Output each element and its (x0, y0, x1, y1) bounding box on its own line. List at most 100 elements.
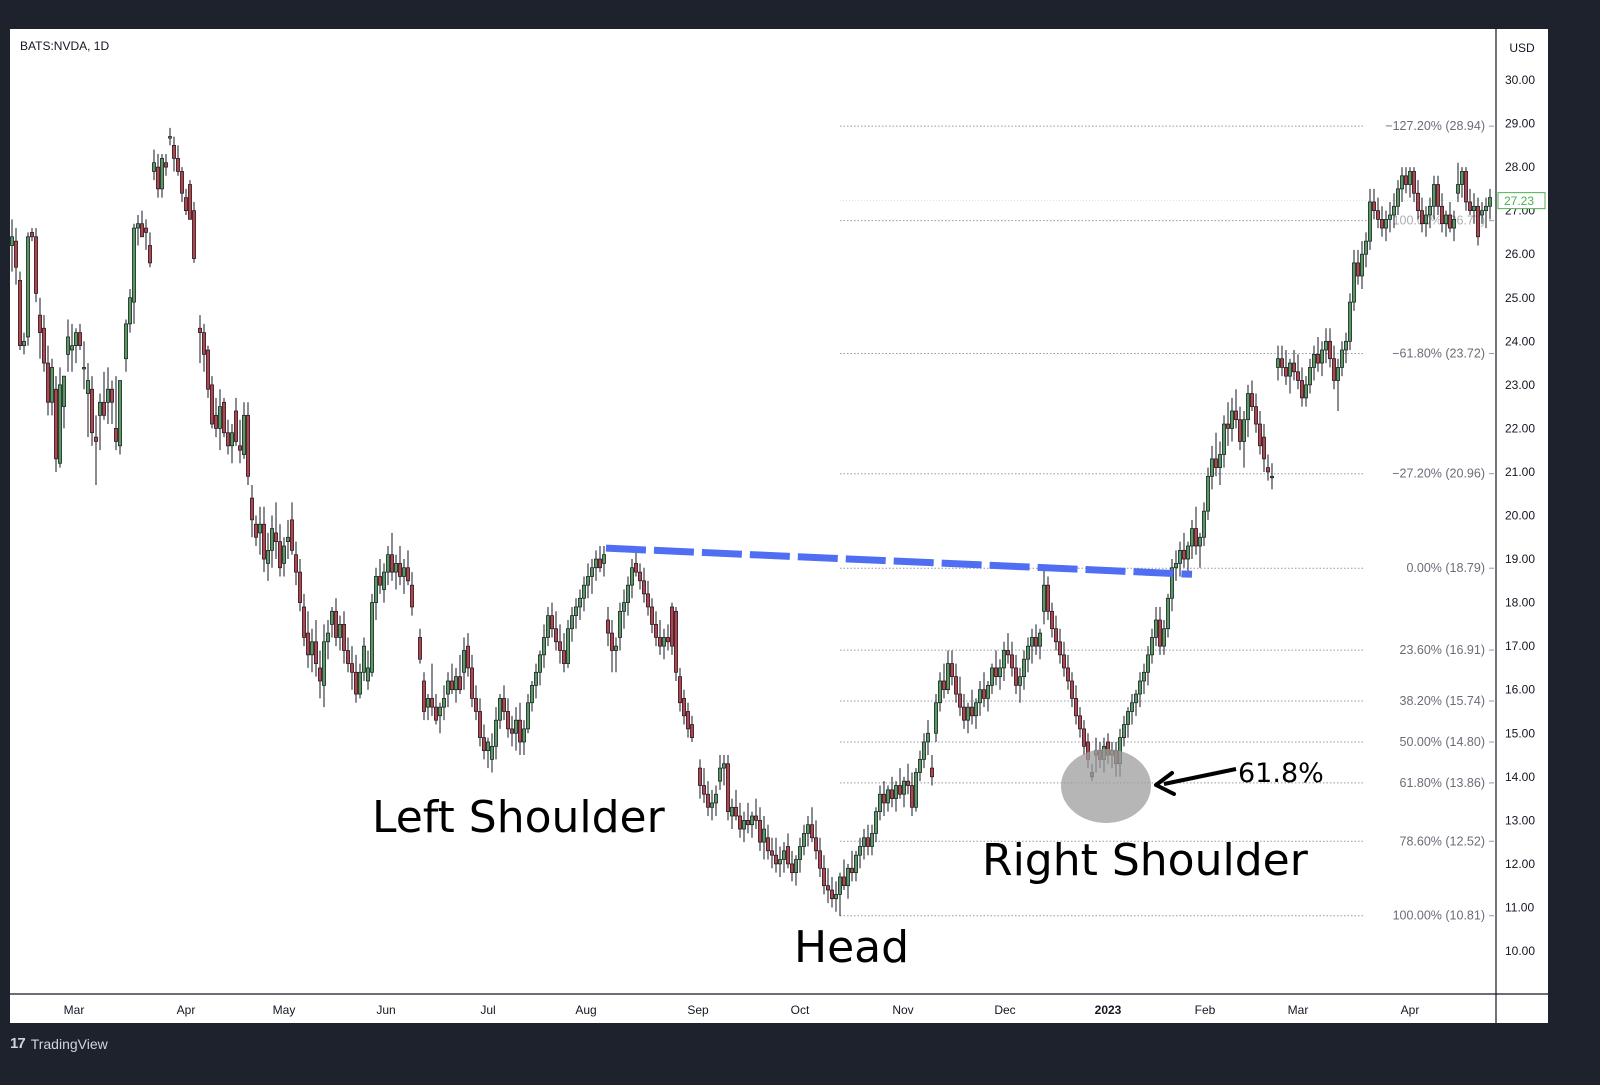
candlestick-series[interactable] (10, 127, 1492, 917)
annotation-label[interactable]: Right Shoulder (982, 835, 1309, 886)
tradingview-brand[interactable]: 17 TradingView (10, 1035, 108, 1052)
candle (606, 606, 610, 647)
candle-body (230, 432, 234, 447)
candle-body (140, 223, 144, 238)
candle (1250, 380, 1254, 411)
last-price-tag[interactable] (1497, 192, 1546, 210)
candle-body (1480, 210, 1484, 216)
time-tick-label: Dec (994, 1003, 1015, 1017)
candle (478, 698, 482, 747)
candle-body (390, 554, 394, 573)
candle-body (1344, 340, 1348, 351)
candle-body (630, 567, 634, 586)
candle-body (358, 671, 362, 695)
candle (1170, 559, 1174, 612)
annotation-label[interactable]: 61.8% (1238, 758, 1324, 789)
symbol-label[interactable]: BATS:NVDA, 1D (20, 39, 110, 53)
candle-body (202, 332, 206, 355)
candle (846, 863, 850, 899)
candle-body (1082, 728, 1086, 747)
candle-body (1352, 262, 1356, 303)
candle (858, 837, 862, 869)
candle-body (1246, 393, 1250, 421)
candle (1420, 197, 1424, 233)
candle-body (192, 210, 196, 259)
candle (70, 323, 74, 372)
candle-body (486, 741, 490, 752)
candle (102, 371, 106, 420)
candle (410, 572, 414, 616)
candle (14, 228, 18, 285)
candle (682, 689, 686, 725)
candle-body (1336, 367, 1340, 381)
candle (510, 715, 514, 747)
candle-body (478, 711, 482, 738)
candle (26, 232, 30, 346)
candle (970, 689, 974, 725)
candle (598, 545, 602, 573)
candle (426, 694, 430, 721)
candle-body (786, 846, 790, 865)
chart-canvas[interactable]: 30.0029.0028.0027.0026.0025.0024.0023.00… (10, 29, 1548, 1023)
neckline-dashed-line[interactable] (605, 544, 1193, 578)
candle (446, 672, 450, 708)
candle-body (1138, 680, 1142, 695)
candle (950, 650, 954, 686)
candle (522, 720, 526, 756)
candle-body (862, 837, 866, 847)
candle-body (156, 166, 160, 190)
annotation-label[interactable]: Head (794, 922, 909, 973)
candle (394, 554, 398, 590)
candle (938, 672, 942, 712)
fibonacci-levels[interactable]: −127.20% (28.94) 100.00% (26.77) −61.80% (… (840, 119, 1494, 923)
price-tick-label: 28.00 (1505, 160, 1535, 174)
candle-body (180, 171, 184, 194)
candle-body (1388, 214, 1392, 220)
candle-body (790, 863, 794, 873)
candle (810, 807, 814, 843)
price-axis[interactable]: 30.0029.0028.0027.0026.0025.0024.0023.00… (1505, 73, 1535, 958)
candle (882, 781, 886, 816)
candle-body (526, 702, 530, 730)
candle (962, 694, 966, 729)
candle-body (206, 349, 210, 390)
candle (794, 855, 798, 886)
candle-body (214, 414, 218, 429)
candle-body (822, 867, 826, 887)
candle (534, 663, 538, 699)
candle-body (482, 737, 486, 752)
price-tick-label: 30.00 (1505, 73, 1535, 87)
chart-container[interactable]: 30.00 29.00 28.00 27.00 26.00 25.00 24.00 23.00… (10, 29, 1548, 1023)
arrow-icon[interactable] (1163, 767, 1237, 786)
candle-body (698, 767, 702, 786)
candle (1368, 188, 1372, 250)
candle-body (1488, 197, 1492, 207)
candle (326, 620, 330, 660)
candle-body (1300, 380, 1304, 399)
candle-body (1412, 171, 1416, 194)
time-tick-label: Aug (575, 1003, 596, 1017)
candle (826, 868, 830, 904)
candle-body (1134, 693, 1138, 704)
candle-body (1074, 698, 1078, 717)
candle-body (498, 698, 502, 721)
candle (498, 694, 502, 729)
candle-body (1484, 205, 1488, 211)
time-axis[interactable]: Mar Apr May Jun Jul Aug Sep Oct Nov Dec 2023 Feb Mar… (64, 1003, 1420, 1017)
candle (778, 846, 782, 877)
currency-label[interactable]: USD (1509, 41, 1535, 55)
candle (782, 842, 786, 873)
candle (702, 768, 706, 803)
candle-body (330, 610, 334, 625)
annotation-label[interactable]: Left Shoulder (372, 792, 666, 843)
candle-body (350, 663, 354, 673)
candle (342, 611, 346, 664)
candle (958, 676, 962, 716)
candle (874, 807, 878, 843)
candle (1082, 720, 1086, 756)
right-shoulder-highlight-ellipse[interactable] (1061, 749, 1151, 823)
candle-body (1146, 654, 1150, 673)
candle-body (1320, 349, 1324, 364)
candle (1158, 606, 1162, 655)
candle (1328, 328, 1332, 368)
